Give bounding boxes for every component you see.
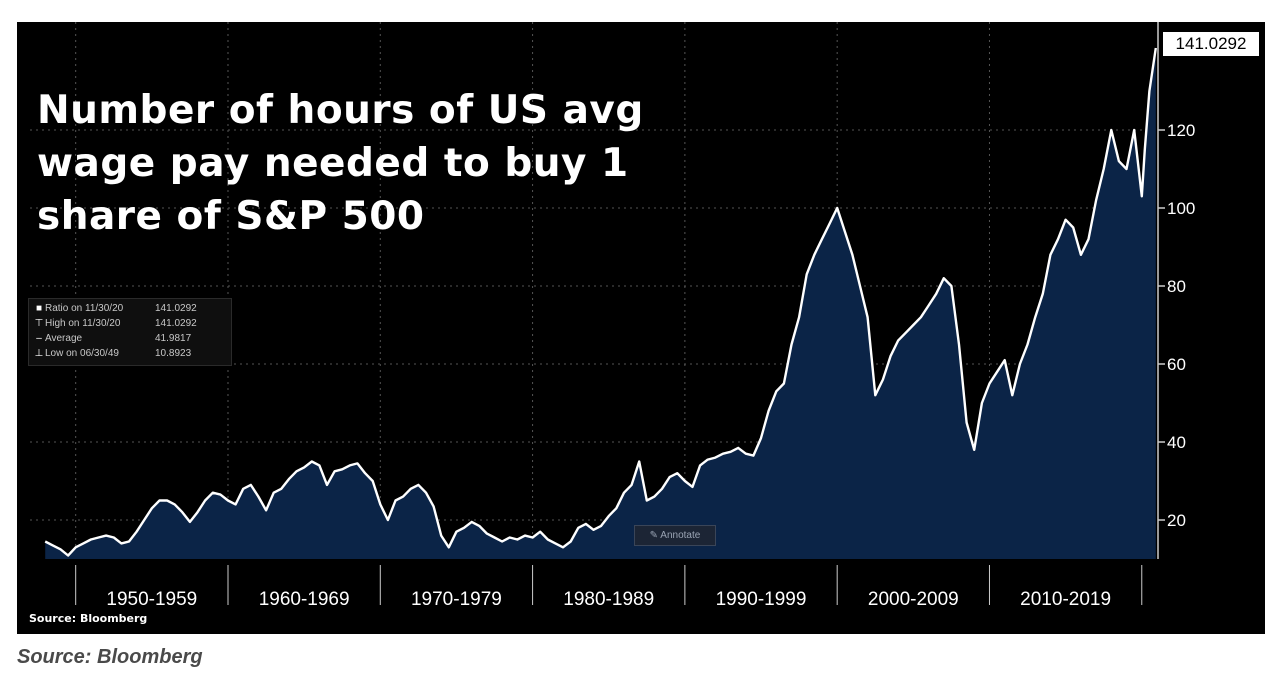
legend-item-ratio: ■ Ratio on 11/30/20 141.0292 xyxy=(33,303,227,315)
square-icon: ■ xyxy=(35,303,43,314)
y-tick-label: 60 xyxy=(1167,355,1186,374)
annotate-button[interactable]: ✎ Annotate xyxy=(634,525,716,546)
legend-box[interactable]: ■ Ratio on 11/30/20 141.0292 ⊤ High on 11/3… xyxy=(28,298,232,366)
x-decade-label: 1950-1959 xyxy=(106,589,197,610)
legend-label: Ratio on 11/30/20 xyxy=(45,303,124,314)
legend-item-low: ⊥ Low on 06/30/49 10.8923 xyxy=(33,348,227,360)
y-tick-label: 120 xyxy=(1167,121,1195,140)
last-value-label: 141.0292 xyxy=(1163,32,1259,56)
legend-item-high: ⊤ High on 11/30/20 141.0292 xyxy=(33,318,227,330)
data-area xyxy=(44,47,1157,559)
chart-source: Source: Bloomberg xyxy=(29,612,148,625)
x-decade-label: 1990-1999 xyxy=(716,589,807,610)
series-area xyxy=(45,48,1156,559)
y-tick-label: 80 xyxy=(1167,277,1186,296)
x-decade-label: 2010-2019 xyxy=(1020,589,1111,610)
legend-value: 141.0292 xyxy=(155,318,197,329)
average-marker-icon: – xyxy=(36,333,42,344)
legend-value: 41.9817 xyxy=(155,333,192,344)
pencil-icon: ✎ xyxy=(649,530,661,541)
series-line xyxy=(44,47,1157,557)
x-decade-label: 1980-1989 xyxy=(563,589,654,610)
y-ticks: 20 40 60 80 100 120 xyxy=(1158,121,1195,530)
high-marker-icon: ⊤ xyxy=(34,318,44,329)
x-decade-label: 1970-1979 xyxy=(411,589,502,610)
low-marker-icon: ⊥ xyxy=(34,348,44,359)
chart-svg: 20 40 60 80 100 120 1950-1959 1960-1969 1970-19… xyxy=(30,22,1195,610)
chart-title: Number of hours of US avg wage pay neede… xyxy=(37,88,644,239)
y-tick-label: 100 xyxy=(1167,199,1195,218)
x-decades: 1950-1959 1960-1969 1970-1979 1980-1989 1990… xyxy=(75,565,1143,610)
x-decade-label: 2000-2009 xyxy=(868,589,959,610)
legend-value: 141.0292 xyxy=(155,303,197,314)
x-decade-label: 1960-1969 xyxy=(259,589,350,610)
legend-label: High on 11/30/20 xyxy=(45,318,121,329)
y-tick-label: 40 xyxy=(1167,433,1186,452)
annotate-label: Annotate xyxy=(660,530,701,541)
legend-item-average: – Average 41.9817 xyxy=(33,333,227,345)
y-tick-label: 20 xyxy=(1167,511,1186,530)
legend-label: Average xyxy=(45,333,83,344)
legend-value: 10.8923 xyxy=(155,348,192,359)
legend-label: Low on 06/30/49 xyxy=(45,348,119,359)
chart-panel: 20 40 60 80 100 120 1950-1959 1960-1969 1970-19… xyxy=(17,22,1265,634)
page-caption: Source: Bloomberg xyxy=(17,646,203,668)
